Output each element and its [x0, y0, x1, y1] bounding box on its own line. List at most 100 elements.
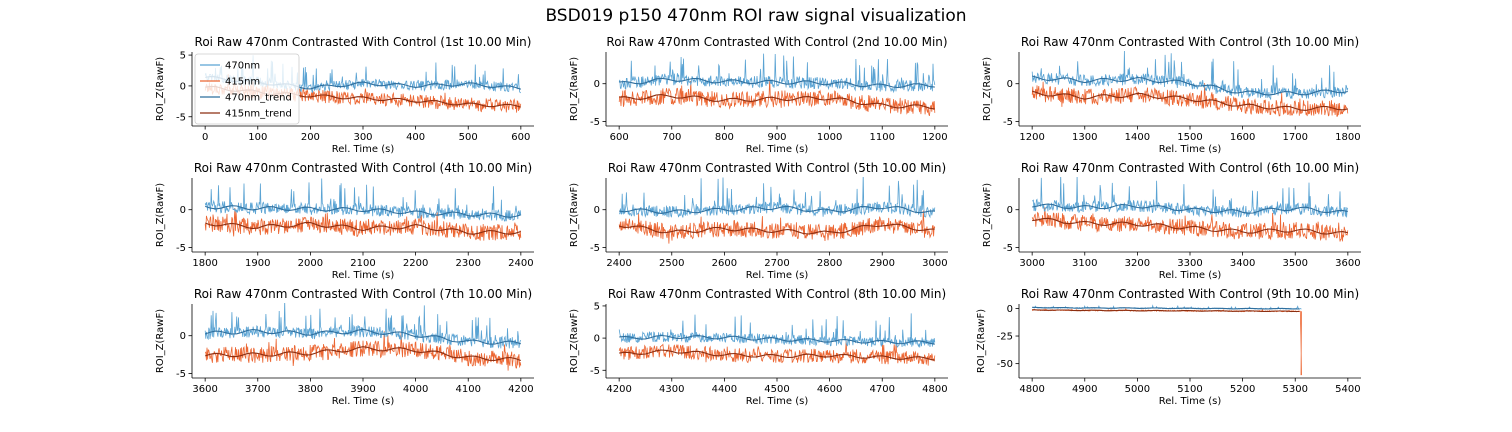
x-tick-label: 1200	[922, 132, 947, 143]
y-axis-label: ROI_Z(RawF)	[155, 309, 166, 373]
x-tick-label: 3000	[1019, 258, 1044, 269]
trend-470nm-line	[1032, 203, 1348, 214]
signal-415nm-line	[1031, 207, 1349, 242]
x-axis-label: Rel. Time (s)	[332, 270, 395, 281]
trend-415nm-line	[1032, 217, 1348, 235]
signal-415nm-line	[1031, 81, 1349, 117]
y-tick-label: 0	[180, 81, 186, 92]
x-tick-label: 2400	[508, 258, 533, 269]
x-axis-label: Rel. Time (s)	[746, 144, 809, 155]
x-axis-label: Rel. Time (s)	[332, 144, 395, 155]
signal-470nm-line	[1031, 51, 1349, 101]
x-tick-label: 2900	[870, 258, 895, 269]
signal-415nm-line	[618, 340, 936, 366]
signal-470nm-line	[204, 178, 522, 222]
y-tick-label: 0	[594, 79, 600, 90]
signal-470nm-line	[619, 177, 936, 219]
y-axis-label: ROI_Z(RawF)	[976, 309, 987, 373]
y-tick-label: -5	[1003, 243, 1013, 254]
x-tick-label: 3300	[1177, 258, 1202, 269]
subplot-5: 2400 2500 2600 2700 2800 2900 3000 -5 0 Roi Raw 4…	[569, 161, 948, 281]
y-tick-label: -25	[997, 332, 1013, 343]
trend-415nm-line	[1032, 90, 1348, 111]
signal-470nm-line	[204, 303, 522, 349]
subplot-6: 3000 3100 3200 3300 3400 3500 3600 -5 0 Roi Raw 4…	[982, 161, 1361, 281]
y-tick-label: 5	[180, 51, 186, 62]
trend-470nm-line	[205, 328, 521, 345]
signal-415nm-line	[618, 78, 936, 117]
figure-title: BSD019 p150 470nm ROI raw signal visuali…	[545, 6, 967, 26]
y-tick-label: 0	[594, 205, 600, 216]
x-tick-label: 4400	[712, 384, 737, 395]
x-tick-label: 3100	[1072, 258, 1097, 269]
x-tick-label: 400	[406, 132, 425, 143]
subplot-title: Roi Raw 470nm Contrasted With Control (4…	[194, 161, 532, 175]
subplot-8: 4200 4300 4400 4500 4600 4700 4800 -5 0 5 Roi Raw …	[569, 287, 948, 407]
y-axis-label: ROI_Z(RawF)	[155, 183, 166, 247]
y-tick-label: -5	[1003, 117, 1013, 128]
x-tick-label: 3200	[1125, 258, 1150, 269]
signal-470nm-line	[618, 53, 936, 94]
trend-415nm-line	[205, 346, 521, 362]
x-axis-label: Rel. Time (s)	[332, 396, 395, 407]
y-tick-label: -5	[590, 243, 600, 254]
y-tick-label: -5	[176, 369, 186, 380]
x-tick-label: 5200	[1230, 384, 1255, 395]
x-tick-label: 500	[459, 132, 478, 143]
x-tick-label: 4500	[764, 384, 789, 395]
x-tick-label: 3700	[245, 384, 270, 395]
x-tick-label: 3600	[1335, 258, 1360, 269]
trend-470nm-line	[205, 205, 521, 218]
subplot-data	[618, 177, 936, 244]
y-axis-label: ROI_Z(RawF)	[569, 57, 580, 121]
signal-415nm-line	[204, 331, 522, 371]
x-tick-label: 900	[767, 132, 786, 143]
legend-label: 415nm	[225, 77, 260, 88]
subplot-title: Roi Raw 470nm Contrasted With Control (1…	[195, 35, 532, 49]
x-tick-label: 1200	[1019, 132, 1044, 143]
x-tick-label: 2200	[403, 258, 428, 269]
subplot-title: Roi Raw 470nm Contrasted With Control (6…	[1021, 161, 1359, 175]
y-tick-label: 0	[180, 205, 186, 216]
y-tick-label: 0	[1007, 79, 1013, 90]
signal-415nm-line	[204, 208, 522, 241]
x-tick-label: 2300	[456, 258, 481, 269]
x-tick-label: 1800	[1335, 132, 1360, 143]
x-tick-label: 2800	[817, 258, 842, 269]
subplot-data	[1031, 177, 1349, 242]
y-tick-label: 0	[1007, 205, 1013, 216]
x-axis-label: Rel. Time (s)	[1159, 396, 1222, 407]
x-tick-label: 1800	[192, 258, 217, 269]
x-tick-label: 0	[202, 132, 208, 143]
x-tick-label: 300	[353, 132, 372, 143]
x-tick-label: 4300	[659, 384, 684, 395]
subplot-data	[618, 53, 936, 117]
y-tick-label: -5	[176, 243, 186, 254]
subplot-title: Roi Raw 470nm Contrasted With Control (3…	[1021, 35, 1359, 49]
trend-470nm-line	[619, 77, 935, 89]
x-axis-label: Rel. Time (s)	[746, 396, 809, 407]
x-tick-label: 1900	[245, 258, 270, 269]
y-axis-label: ROI_Z(RawF)	[982, 57, 993, 121]
legend-label: 470nm_trend	[225, 93, 292, 104]
x-tick-label: 3600	[192, 384, 217, 395]
signal-470nm-line	[618, 313, 936, 349]
x-tick-label: 2500	[659, 258, 684, 269]
x-axis-label: Rel. Time (s)	[1159, 144, 1222, 155]
x-tick-label: 4700	[870, 384, 895, 395]
legend: 470nm 415nm 470nm_trend 415nm_trend	[194, 53, 300, 125]
x-tick-label: 2700	[764, 258, 789, 269]
x-tick-label: 1600	[1230, 132, 1255, 143]
y-tick-label: -5	[176, 112, 186, 123]
trend-470nm-line	[619, 334, 935, 345]
y-axis-label: ROI_Z(RawF)	[569, 309, 580, 373]
y-tick-label: 0	[1007, 304, 1013, 315]
subplot-data	[1031, 51, 1349, 117]
subplot-data	[204, 178, 522, 241]
trend-415nm-line	[205, 221, 521, 235]
x-tick-label: 4100	[456, 384, 481, 395]
signal-470nm-line	[1031, 177, 1349, 218]
x-tick-label: 4800	[922, 384, 947, 395]
x-tick-label: 5300	[1283, 384, 1308, 395]
